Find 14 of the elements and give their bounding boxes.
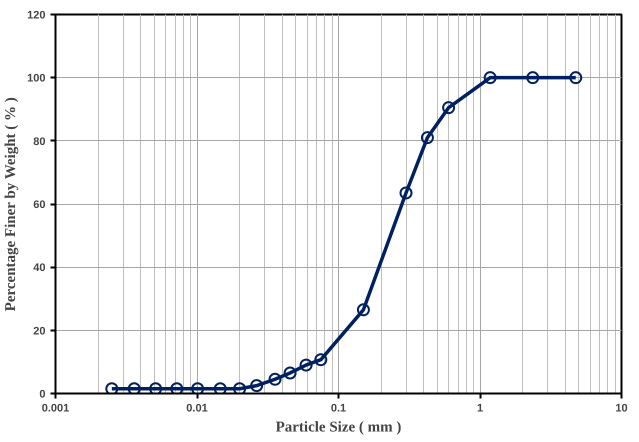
y-tick-label: 60 [33,199,46,211]
y-tick-label: 20 [33,325,46,338]
y-tick-label: 80 [33,136,46,148]
y-tick-label: 40 [33,262,46,274]
y-tick-label: 100 [27,72,46,85]
x-tick-label: 0.01 [186,402,208,414]
x-tick-label: 10 [615,402,628,414]
y-axis-title: Percentage Finer by Weight ( % ) [3,97,20,312]
x-tick-label: 0.001 [42,402,70,414]
x-tick-label: 1 [476,402,484,414]
x-tick-label: 0.1 [330,402,346,414]
x-axis-title: Particle Size ( mm ) [276,420,402,436]
y-tick-label: 120 [27,10,46,22]
y-tick-label: 0 [39,388,46,400]
